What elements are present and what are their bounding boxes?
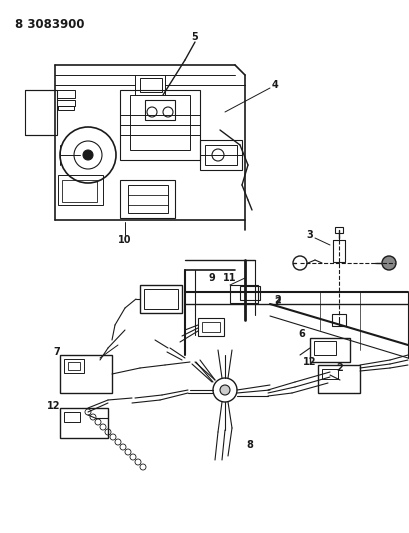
Bar	[120, 90, 200, 160]
Text: 2: 2	[274, 295, 281, 305]
Bar	[62, 180, 97, 202]
Bar	[239, 286, 259, 300]
Text: 5: 5	[191, 32, 198, 42]
Text: 6: 6	[297, 329, 304, 339]
Bar	[321, 369, 337, 379]
Bar	[144, 289, 178, 309]
Text: 4: 4	[271, 80, 278, 90]
Bar	[331, 314, 345, 326]
Bar	[200, 140, 241, 170]
Bar	[204, 145, 236, 165]
Bar	[58, 175, 103, 205]
Bar	[57, 100, 75, 106]
Text: 2: 2	[274, 297, 281, 307]
Bar	[58, 106, 74, 110]
Circle shape	[220, 385, 229, 395]
Bar	[139, 78, 162, 92]
Bar	[334, 227, 342, 233]
Text: 10: 10	[118, 235, 131, 245]
Bar	[202, 322, 220, 332]
Bar	[198, 318, 223, 336]
Bar	[60, 355, 112, 393]
Bar	[128, 185, 168, 213]
Text: 8 3083900: 8 3083900	[15, 18, 84, 31]
Bar	[130, 95, 189, 150]
Text: 7: 7	[53, 347, 60, 357]
Bar	[309, 338, 349, 362]
Text: 11: 11	[222, 273, 236, 283]
Bar	[64, 412, 80, 422]
Bar	[313, 341, 335, 355]
Circle shape	[83, 150, 93, 160]
Bar	[57, 90, 75, 98]
Bar	[317, 365, 359, 393]
Bar	[145, 100, 175, 120]
Bar	[60, 408, 108, 438]
Bar	[332, 240, 344, 262]
Text: 9: 9	[208, 273, 215, 283]
Text: 3: 3	[306, 230, 312, 240]
Text: 2: 2	[336, 363, 343, 373]
Bar	[120, 180, 175, 218]
Circle shape	[381, 256, 395, 270]
Text: 8: 8	[246, 440, 253, 450]
Text: 12: 12	[302, 357, 315, 367]
Bar	[229, 285, 257, 303]
Bar	[68, 362, 80, 370]
Bar	[139, 285, 182, 313]
Bar	[64, 359, 84, 373]
Text: 12: 12	[46, 401, 60, 411]
Bar	[25, 90, 57, 135]
